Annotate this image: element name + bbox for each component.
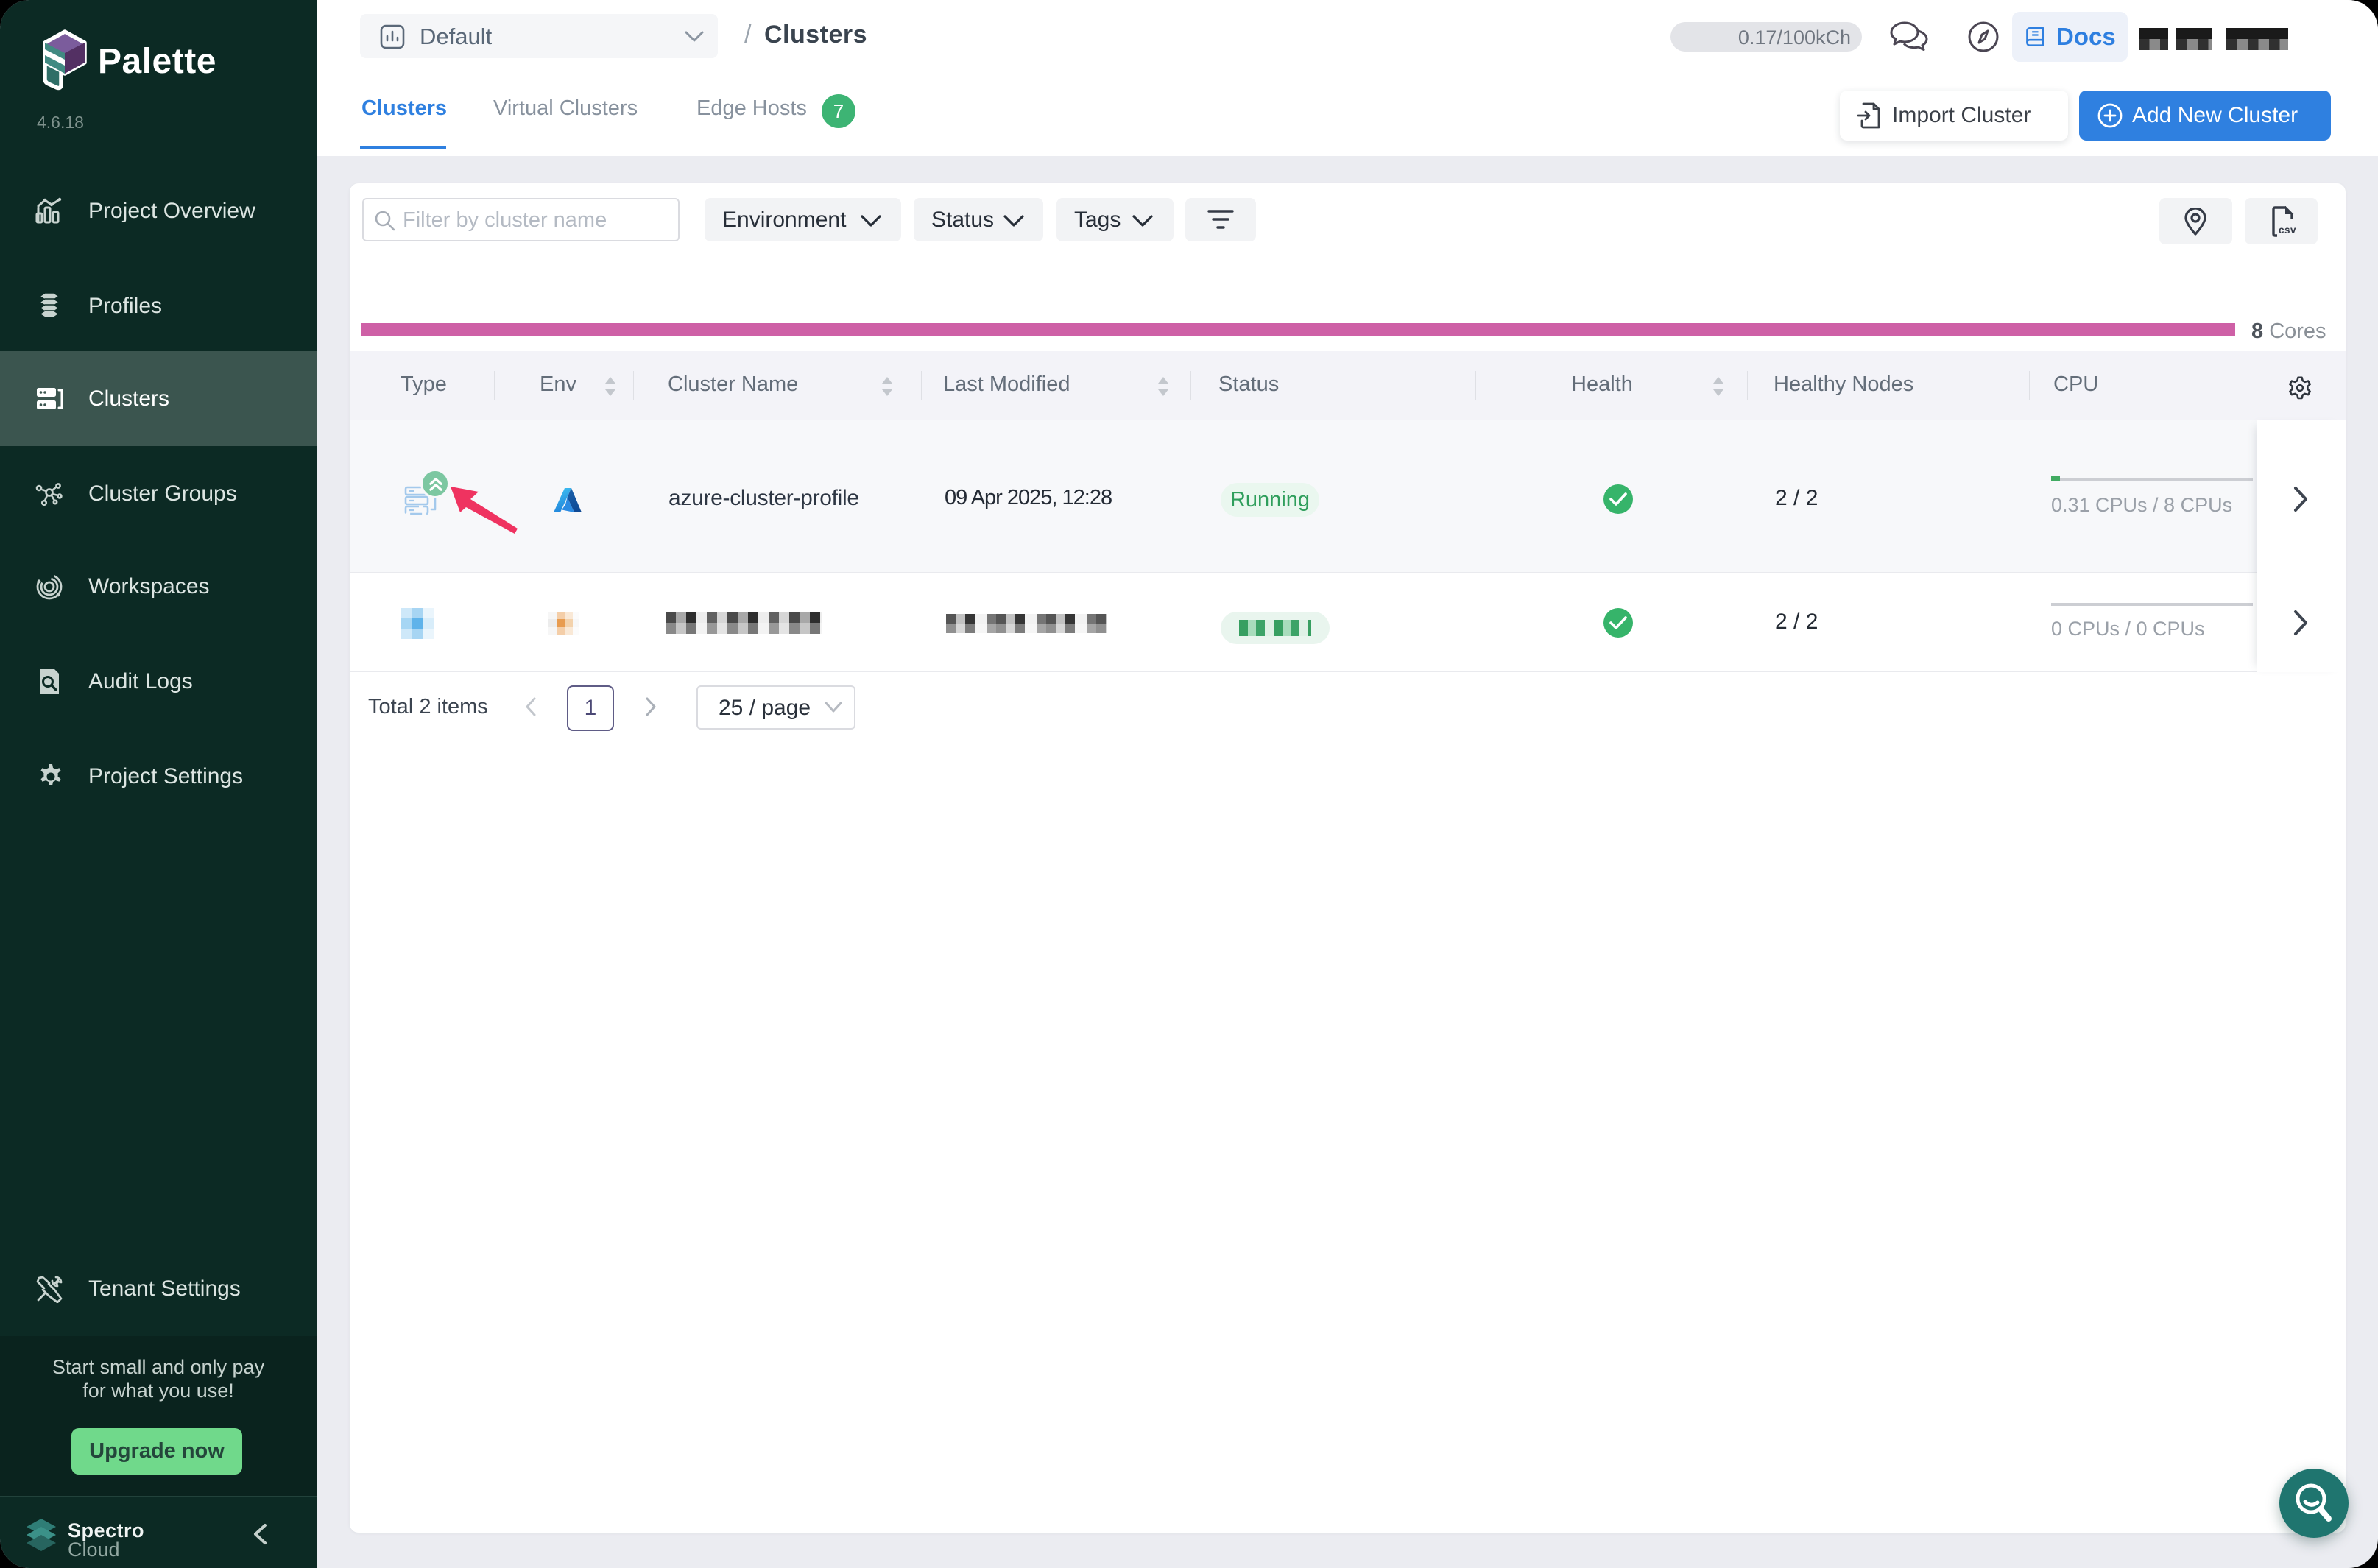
svg-text:csv: csv	[2279, 225, 2296, 236]
